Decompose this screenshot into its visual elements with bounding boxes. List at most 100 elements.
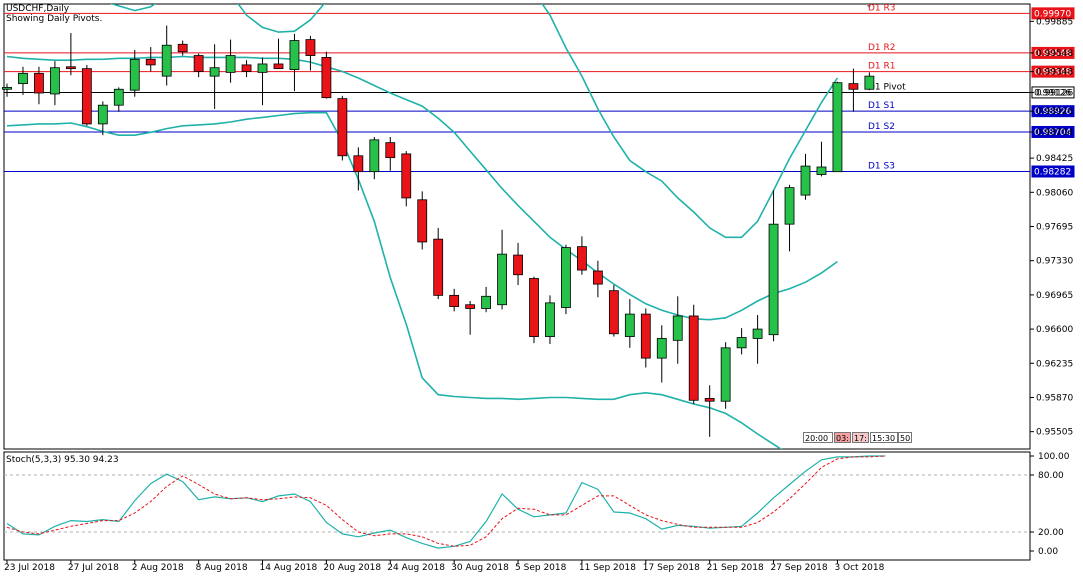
candle	[608, 285, 619, 337]
pivot-name-label: D1 R3	[868, 3, 896, 13]
y-tick-label: 0.99126	[1036, 88, 1073, 98]
candle-body	[752, 328, 763, 339]
candle	[257, 57, 268, 106]
candle	[113, 87, 124, 112]
candle-body	[369, 139, 380, 173]
candle-body	[50, 67, 60, 95]
candle-body	[768, 223, 779, 336]
y-tick-label: 0.97695	[1036, 223, 1073, 233]
stoch-tick-label: 100.00	[1038, 452, 1070, 462]
candle	[321, 51, 332, 99]
candle	[337, 95, 348, 161]
candle-body	[529, 278, 539, 337]
candle	[50, 61, 60, 106]
candle	[784, 184, 795, 252]
pivot-price-tag	[1031, 7, 1075, 20]
candle-body	[592, 270, 603, 285]
x-tick-label: 20 Aug 2018	[323, 563, 381, 573]
candle-body	[401, 153, 412, 199]
candle	[2, 83, 12, 97]
candle-body	[385, 142, 396, 159]
candle-body	[848, 83, 859, 90]
candle	[18, 66, 28, 95]
candle	[848, 68, 859, 112]
y-tick-label: 0.98926	[1036, 107, 1073, 117]
candle-body	[608, 290, 619, 335]
stoch-tick-label: 0.00	[1038, 547, 1058, 557]
candle	[736, 328, 747, 355]
candle-body	[640, 313, 651, 359]
y-tick-label: 0.99548	[1036, 49, 1073, 59]
pivot-name-label: D1 S2	[868, 122, 895, 132]
candle-body	[624, 313, 635, 337]
x-tick-label: 30 Aug 2018	[451, 563, 509, 573]
band-lower-line	[6, 111, 783, 449]
candle-body	[161, 44, 172, 77]
x-tick-label: 23 Jul 2018	[4, 563, 55, 573]
candle	[209, 44, 220, 109]
candle	[688, 304, 699, 405]
candle	[624, 299, 635, 348]
candle	[177, 40, 188, 56]
candle	[81, 64, 92, 126]
candle-body	[225, 55, 236, 73]
candle	[34, 66, 44, 105]
candle-body	[561, 247, 571, 308]
candle-body	[465, 304, 476, 309]
candle	[529, 276, 539, 344]
x-tick-label: 2 Aug 2018	[132, 563, 184, 573]
candle	[145, 47, 156, 72]
candle-body	[209, 67, 220, 77]
candle	[385, 137, 396, 171]
candle-body	[688, 315, 699, 401]
y-tick-label: 0.96235	[1036, 359, 1073, 369]
candle	[592, 260, 603, 298]
candle-body	[65, 66, 76, 70]
x-tick-label: 27 Sep 2018	[771, 563, 828, 573]
candle-body	[656, 338, 667, 359]
candle-body	[305, 39, 316, 56]
x-tick-label: 5 Sep 2018	[515, 563, 567, 573]
candle	[401, 151, 412, 207]
candle-body	[129, 58, 140, 91]
time-box-3: 17:	[852, 432, 869, 443]
pivot-price-label: 0.99970	[1034, 9, 1071, 19]
stoch-tick-label: 20.00	[1038, 528, 1064, 538]
time-box-2: 03:	[834, 432, 851, 443]
candle-body	[97, 104, 108, 125]
candle-body	[832, 82, 843, 173]
stoch-signal-line	[6, 455, 886, 547]
candle	[369, 137, 380, 180]
candle	[273, 38, 284, 70]
y-tick-label: 0.98704	[1036, 128, 1073, 138]
y-tick-label: 0.95505	[1036, 428, 1073, 438]
candle	[864, 72, 875, 91]
candle	[417, 191, 428, 250]
candle-body	[177, 43, 188, 53]
candle	[752, 315, 763, 364]
band-upper-line	[109, 4, 839, 239]
y-tick-label: 0.96600	[1036, 325, 1073, 335]
candle-body	[113, 88, 124, 106]
candle-body	[241, 64, 252, 72]
candle	[289, 33, 300, 92]
time-box-1: 20:00	[803, 432, 833, 443]
pivot-price-tag	[1031, 165, 1075, 178]
x-tick-label: 27 Jul 2018	[68, 563, 119, 573]
pivot-name-label: D1 Pivot	[868, 82, 906, 92]
x-tick-label: 8 Aug 2018	[196, 563, 248, 573]
candle-body	[545, 302, 555, 337]
candle-body	[145, 58, 156, 66]
stoch-tick-label: 80.00	[1038, 471, 1064, 481]
candle	[672, 296, 683, 364]
candle	[161, 25, 172, 86]
candle-body	[193, 55, 204, 72]
candle	[720, 342, 731, 409]
candle	[225, 39, 236, 83]
pivot-price-label: 0.99348	[1034, 68, 1071, 78]
stochastic-label: Stoch(5,3,3) 95.30 94.23	[6, 455, 119, 465]
pivot-name-label: D1 S3	[868, 162, 895, 172]
pivot-name-label: D1 R2	[868, 43, 896, 53]
